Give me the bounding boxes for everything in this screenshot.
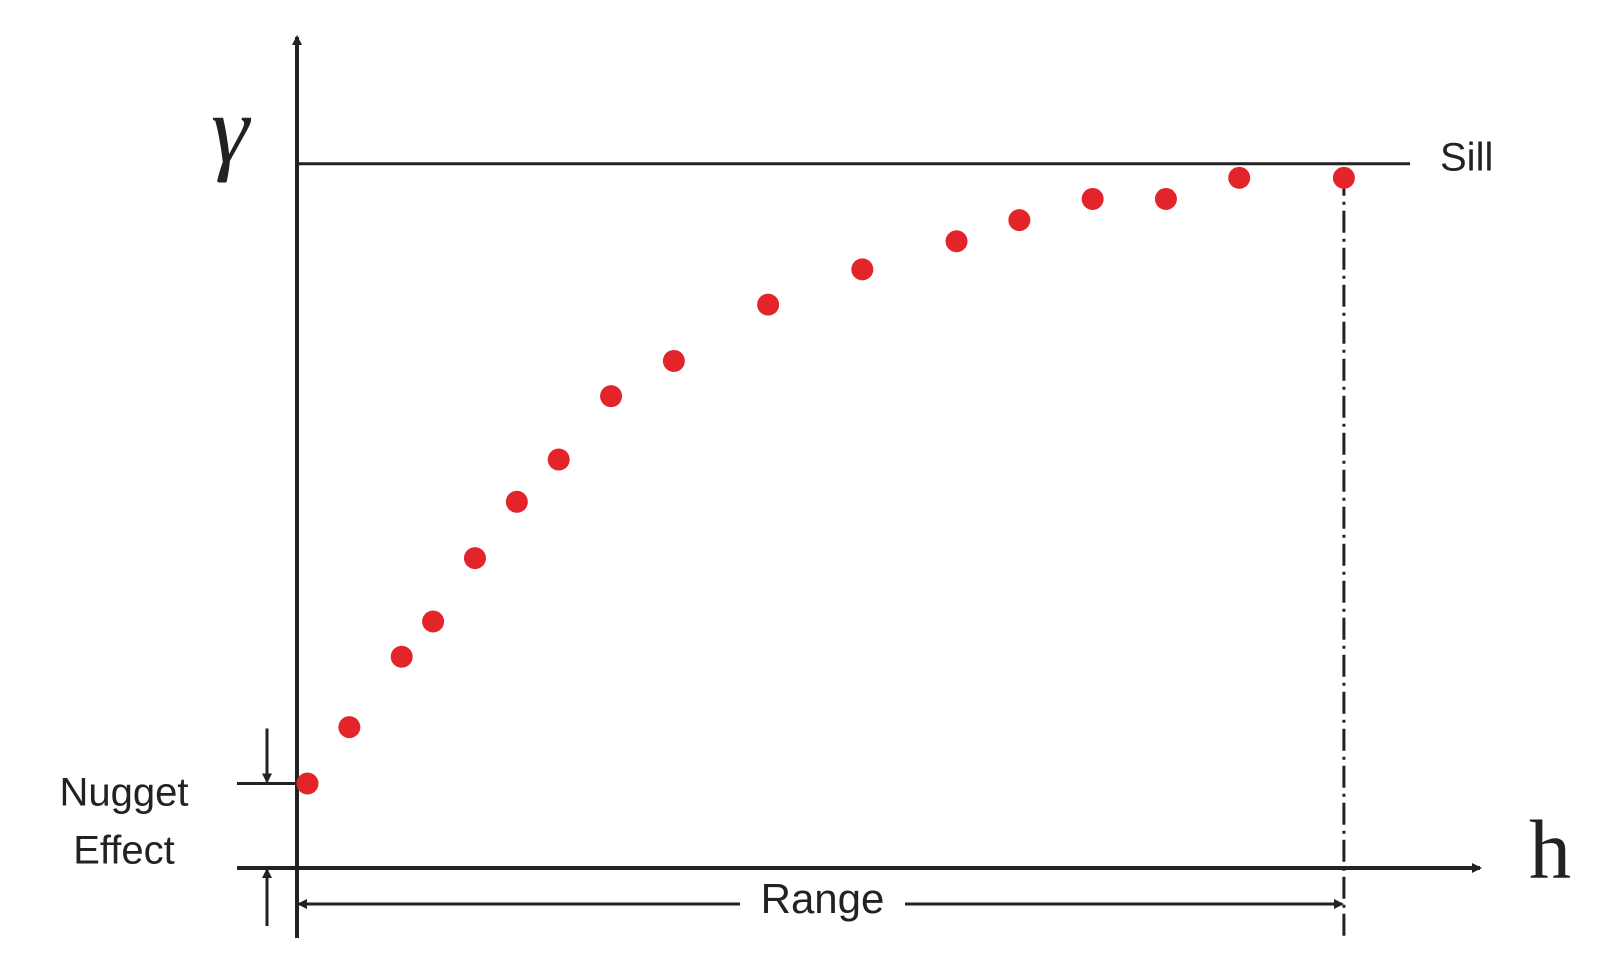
nugget-label: Effect [73,829,175,873]
data-point [338,716,361,739]
data-point [422,610,445,633]
data-point [296,772,319,795]
data-point [1228,166,1251,189]
data-point [662,349,685,372]
x-axis-label: h [1529,803,1571,896]
data-point [1332,166,1355,189]
data-point [547,448,570,471]
data-point [851,258,874,281]
sill-label: Sill [1440,135,1493,179]
data-point [390,645,413,668]
data-point [600,385,623,408]
y-axis-label: γ [211,76,251,183]
range-label: Range [761,875,885,922]
data-point [463,547,486,570]
data-point [1081,187,1104,210]
nugget-label: Nugget [60,771,189,815]
data-point [1008,209,1031,232]
data-point [1154,187,1177,210]
data-point [505,490,528,513]
data-point [757,293,780,316]
data-point [945,230,968,253]
